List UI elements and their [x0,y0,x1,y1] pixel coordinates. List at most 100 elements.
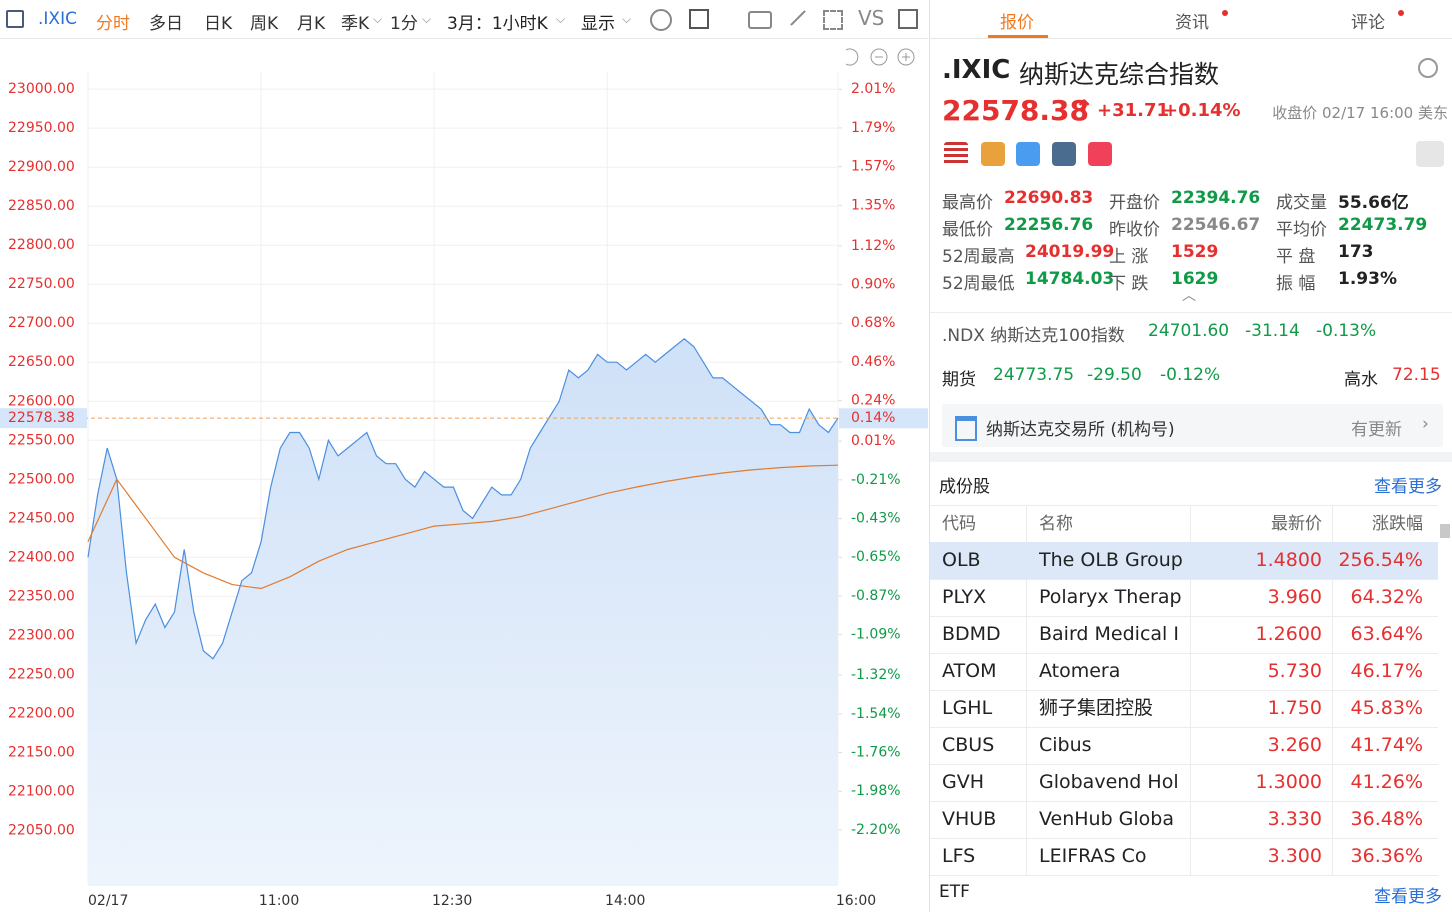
camera-icon[interactable] [748,11,772,29]
last-pct-label: 0.14% [851,410,895,426]
mode[interactable]: 日K [204,14,233,34]
zoom-in[interactable] [897,48,915,66]
note-icon[interactable] [1052,142,1076,166]
price: 5.730 [1267,660,1322,682]
compare[interactable]: VS [858,6,885,30]
change-pct: 45.83% [1350,697,1423,719]
zoom-out[interactable] [870,48,888,66]
related-name[interactable]: .NDX 纳斯达克100指数 [942,326,1125,346]
name: The OLB Group [1039,549,1183,571]
quote-price: 22578.38 [942,94,1090,127]
exchange-update[interactable]: 有更新 [1351,420,1402,440]
mode[interactable]: 分时 [96,14,130,34]
exchange-card[interactable] [942,404,1443,447]
alert-icon[interactable] [981,142,1005,166]
price: 3.960 [1267,586,1322,608]
table-row[interactable]: LGHL 狮子集团控股 1.750 45.83% [930,690,1438,728]
sidebar-icon[interactable] [6,10,24,28]
stat-label: 昨收价 [1109,220,1160,240]
toolbar: .IXIC 3月：1小时K ⌵ 显示 ⌵ VS 分时 多日 日K 周K 月K 季K 1分 ⌵ ⌵ [0,0,928,39]
x-tick-label: 12:30 [432,893,472,909]
exchange-name[interactable]: 纳斯达克交易所 (机构号) [986,420,1175,440]
code: PLYX [942,586,987,608]
y-tick-label: 22400.00 [8,549,75,565]
y-tick-label: 22450.00 [8,510,75,526]
quote-change: +31.71 [1097,100,1170,121]
change-pct: 36.48% [1350,808,1423,830]
x-tick-label: 02/17 [88,893,128,909]
chart: 23000.00 22950.00 22900.00 22850.00 22800.00… [0,48,928,909]
panel-icon[interactable] [898,9,918,29]
stat-value: 22394.76 [1171,188,1261,208]
more-link[interactable]: 查看更多 [1374,887,1442,907]
y-tick-label: 22050.00 [8,822,75,838]
tag-icon[interactable] [1016,142,1040,166]
collapse[interactable]: ︿ [1182,288,1196,304]
reset[interactable] [845,48,859,66]
mode[interactable]: 1分 [390,14,418,34]
y2-tick-label: 0.90% [851,277,895,293]
y-tick-label: 22500.00 [8,471,75,487]
y-tick-label: 22600.00 [8,393,75,409]
fullscreen-icon[interactable] [823,10,843,30]
y2-tick-label: 1.57% [851,159,895,175]
related-change: -31.14 [1245,321,1300,341]
symbol[interactable]: .IXIC [38,9,77,29]
change-pct: 41.26% [1350,771,1423,793]
x-tick-label: 14:00 [605,893,645,909]
stat-label: 上 涨 [1109,247,1149,267]
mode[interactable]: 月K [297,14,326,34]
last-price-label: 22578.38 [8,410,75,426]
table-row[interactable]: GVH Globavend Hol 1.3000 41.26% [930,764,1438,802]
tabs [930,0,1452,39]
tab-active[interactable]: 报价 [1000,13,1034,33]
y2-tick-label: -0.87% [851,588,901,604]
change-pct: 64.32% [1350,586,1423,608]
table-row[interactable]: LFS LEIFRAS Co 3.300 36.36% [930,838,1438,876]
price: 3.330 [1267,808,1322,830]
box-icon[interactable] [689,9,709,29]
price: 3.260 [1267,734,1322,756]
settings-icon[interactable] [650,9,672,31]
more-link[interactable]: 查看更多 [1374,477,1442,497]
mode[interactable]: 季K [341,14,370,34]
futures-price: 24773.75 [993,365,1075,385]
change-pct: 63.64% [1350,623,1423,645]
display[interactable]: 显示 [581,14,615,34]
futures-pct: -0.12% [1160,365,1221,385]
table-row[interactable]: BDMD Baird Medical I 1.2600 63.64% [930,616,1438,654]
tab[interactable]: 资讯 [1175,13,1209,33]
y2-tick-label: -1.32% [851,667,901,683]
bell-icon[interactable] [1416,141,1444,167]
price: 1.750 [1267,697,1322,719]
table-row[interactable]: ATOM Atomera 5.730 46.17% [930,653,1438,691]
stat-label: 下 跌 [1109,274,1149,294]
table-row[interactable]: CBUS Cibus 3.260 41.74% [930,727,1438,765]
table-row[interactable]: PLYX Polaryx Therap 3.960 64.32% [930,579,1438,617]
table-row[interactable]: OLB The OLB Group 1.4800 256.54% [930,542,1438,580]
settings-icon[interactable] [1418,58,1438,78]
y-tick-label: 22300.00 [8,627,75,643]
code: VHUB [942,808,997,830]
name: LEIFRAS Co [1039,845,1147,867]
average-line [87,464,839,590]
code: BDMD [942,623,1001,645]
mode[interactable]: 多日 [149,14,183,34]
y-tick-label: 22650.00 [8,354,75,370]
price: 3.300 [1267,845,1322,867]
range[interactable]: 3月：1小时K [447,14,548,34]
table-row[interactable]: VHUB VenHub Globa 3.330 36.48% [930,801,1438,839]
mode[interactable]: 周K [250,14,279,34]
fav-icon[interactable] [1088,142,1112,166]
tab[interactable]: 评论 [1351,13,1385,33]
y-tick-label: 22350.00 [8,588,75,604]
scrollbar [1440,524,1450,538]
exchange-icon [955,416,977,441]
y2-tick-label: -1.98% [851,783,901,799]
name: Baird Medical I [1039,623,1179,645]
stat-label: 开盘价 [1109,193,1160,213]
y2-tick-label: -1.09% [851,627,901,643]
header-cell: 代码 [942,514,976,534]
quote-panel: 报价 资讯 评论 .IXIC 纳斯达克综合指数 22578.38 ↑ +31.7… [929,0,1452,912]
